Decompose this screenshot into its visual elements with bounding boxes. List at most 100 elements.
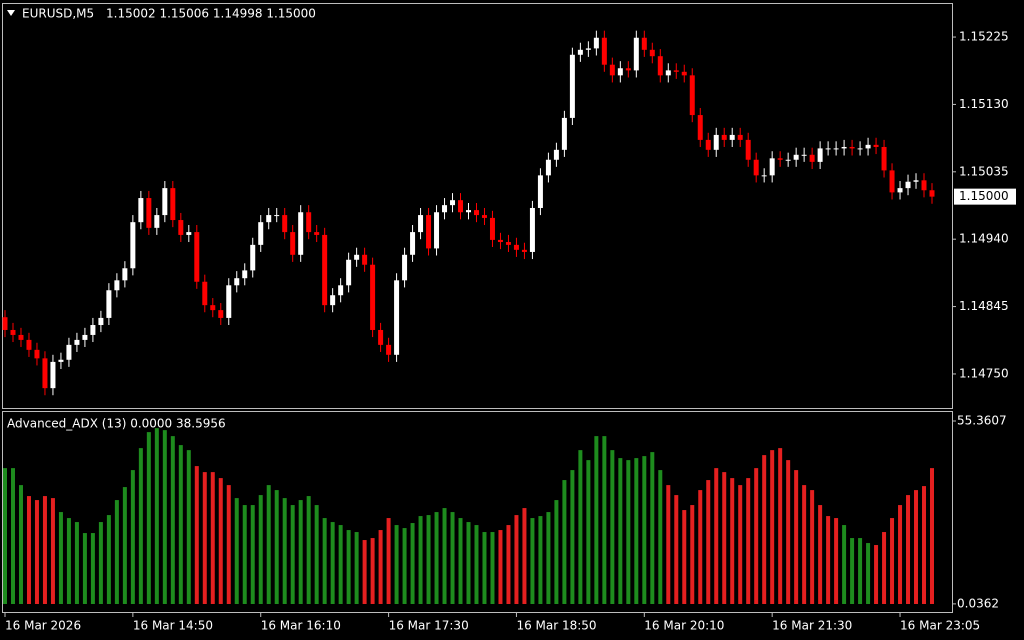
adx-bar [634,458,639,604]
adx-bar [242,505,247,604]
candle-body [889,170,895,193]
adx-bar [434,512,439,604]
adx-bar [546,512,551,604]
adx-bar [882,532,887,604]
last-price-label: 1.15000 [959,189,1009,203]
candle-body [266,215,272,223]
adx-bar [202,472,207,604]
candle-body [202,281,208,306]
adx-bar [26,496,31,604]
adx-bar [522,508,527,604]
candle-body [649,49,655,57]
candle-body [106,290,112,318]
adx-bar [658,470,663,604]
adx-bar [690,505,695,604]
adx-bar [498,530,503,604]
adx-bar [282,498,287,604]
candle-body [186,232,192,235]
adx-bar [346,530,351,604]
candle-body [481,215,487,218]
adx-bar [418,516,423,604]
y-tick-label: 1.14940 [959,232,1009,246]
adx-bar [530,518,535,604]
candle-body [90,325,96,335]
candle-body [154,215,160,228]
adx-bar [826,516,831,604]
candle-body [817,148,823,162]
adx-bar [194,466,199,604]
adx-bar [210,472,215,604]
adx-bar [514,515,519,604]
candle-body [258,222,264,245]
adx-bar [218,478,223,604]
adx-bar [66,518,71,604]
candle-body [897,188,903,193]
adx-bar [50,498,55,604]
candle-body [338,285,344,296]
adx-bar [442,508,447,604]
candle-body [194,232,200,282]
candle-body [849,146,855,149]
x-tick-label: 16 Mar 17:30 [389,619,469,633]
candle-body [58,359,64,362]
adx-bar [666,485,671,604]
candle-body [242,270,248,279]
candle-body [793,154,799,160]
candle-body [34,349,40,359]
candle-body [761,175,767,177]
adx-bar [58,512,63,604]
candle-body [210,305,216,311]
adx-bar [290,505,295,604]
candle-body [929,190,935,197]
candle-body [905,181,911,189]
candle-body [466,210,471,213]
adx-bar [258,495,263,604]
candle-body [298,212,304,255]
adx-bar [450,512,455,604]
candle-body [721,134,727,140]
adx-bar [122,487,127,604]
adx-bar [330,522,335,604]
adx-bar [674,495,679,604]
adx-bar [810,490,815,604]
indicator-title: Advanced_ADX (13) 0.0000 38.5956 [7,417,226,431]
adx-bar [426,515,431,604]
y-tick-label: 55.3607 [957,414,1007,428]
adx-bar [3,468,7,604]
candle-body [98,317,104,326]
candle-body [314,232,320,235]
candle-body [593,37,599,49]
candle-body [138,198,144,223]
adx-bar [922,486,927,604]
candle-body [458,200,464,213]
adx-bar [554,500,559,604]
candle-body [913,180,919,182]
symbol: EURUSD,M5 [22,7,94,21]
adx-bar [762,455,767,604]
adx-bar [730,478,735,604]
candle-body [473,210,479,216]
candle-body [881,146,887,171]
adx-bar [370,538,375,604]
candle-body [82,334,88,340]
candle-body [697,115,703,140]
candle-body [513,244,519,250]
menu-arrow[interactable] [7,10,15,16]
candle-body [585,48,591,50]
adx-bar [778,448,783,604]
candle-body [330,295,336,306]
candle-body [170,188,176,221]
adx-bar [842,525,847,604]
adx-bar [234,498,239,604]
candle-body [10,329,16,335]
adx-bar [794,470,799,604]
adx-bar [866,543,871,604]
candle-body [434,212,440,249]
candle-body [601,37,607,65]
y-tick-label: 0.0362 [957,596,999,610]
candle-body [785,159,791,161]
adx-bar [746,478,751,604]
adx-bar [98,522,103,604]
candle-body [577,49,583,55]
y-tick-label: 1.14845 [959,299,1009,313]
